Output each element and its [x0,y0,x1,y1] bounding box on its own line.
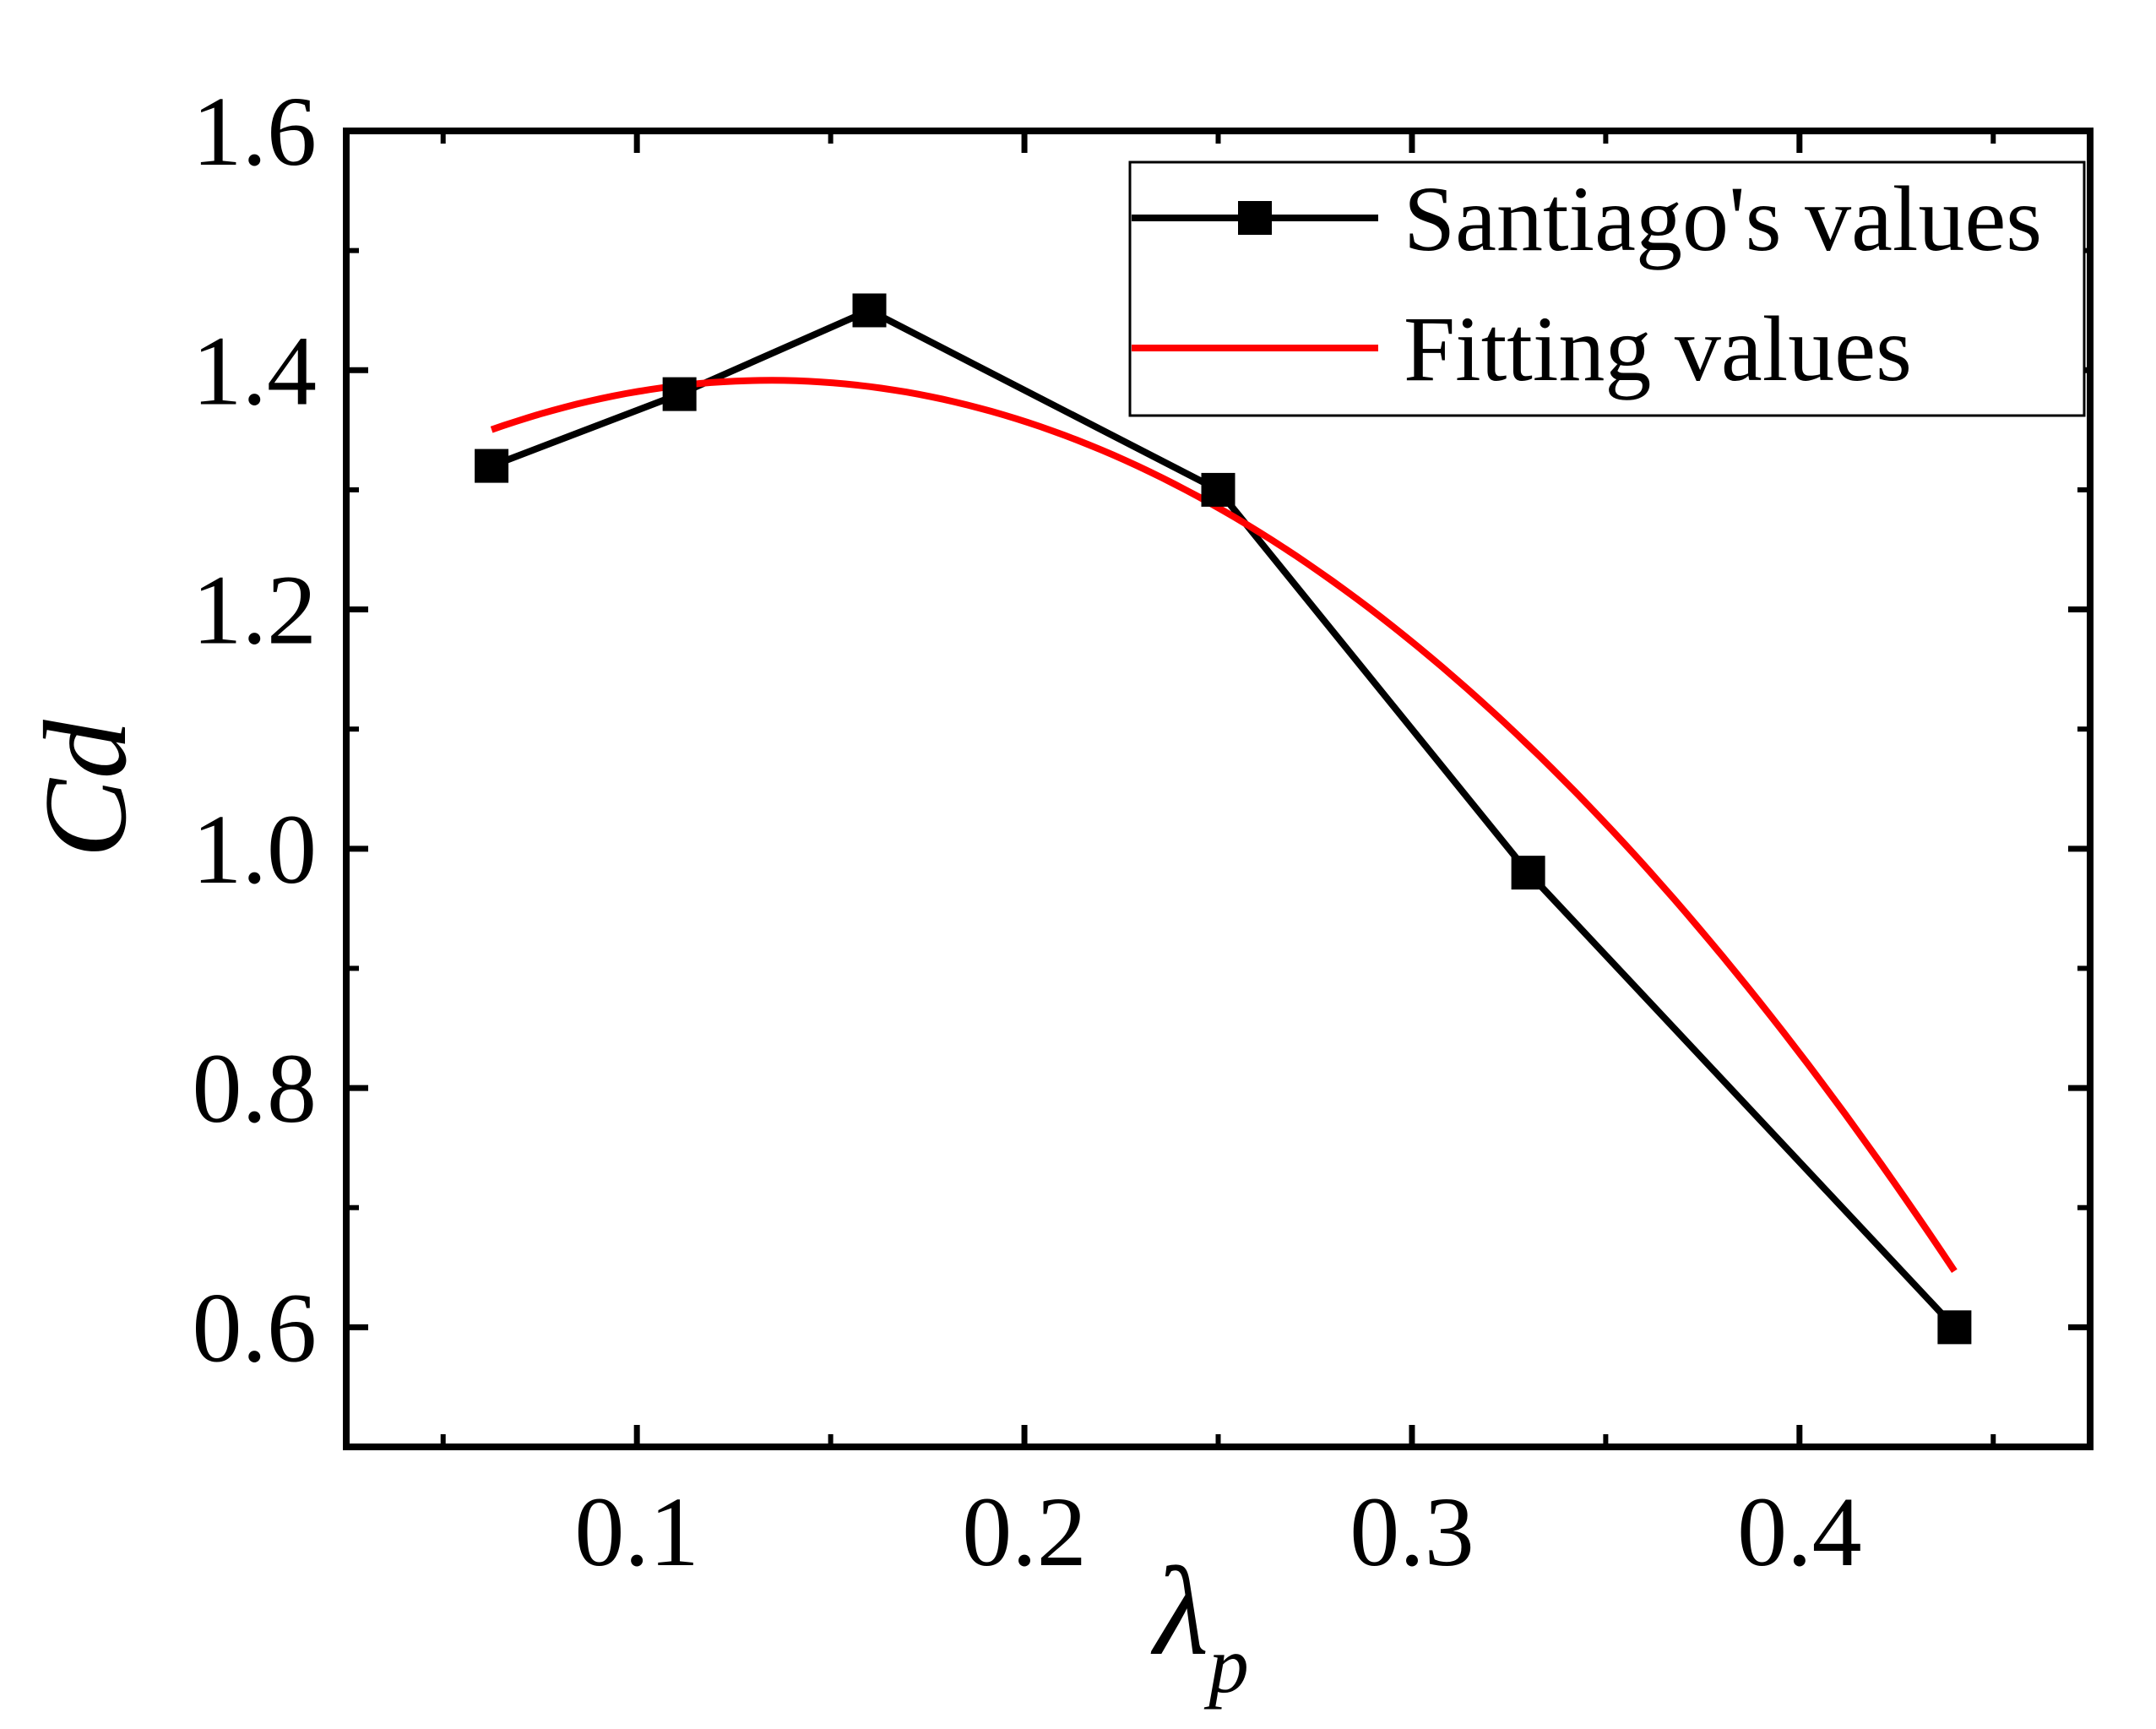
legend-box [1128,160,2086,417]
x-tick-label: 0.1 [574,1476,699,1587]
legend-swatch-santiago-marker [1238,201,1272,235]
y-tick-label: 1.2 [193,555,318,666]
legend-label-fitting: Fitting values [1404,297,1912,400]
y-tick-label: 0.6 [193,1272,318,1383]
series-layer [475,293,1972,1345]
x-tick-label: 0.3 [1350,1476,1474,1587]
series-santiago-point [1201,472,1235,507]
tick-labels-layer: 0.1 0.2 0.3 0.4 0.6 0.8 1.0 1.2 1.4 1.6 [193,76,1862,1587]
y-tick-label: 0.8 [193,1033,318,1144]
series-santiago-point [1511,856,1545,890]
legend-label-santiago: Santiago's values [1404,167,2042,270]
plot-area-frame [343,128,2094,1450]
series-santiago-line [490,307,1958,1330]
y-tick-label: 1.4 [193,315,318,426]
series-santiago-point [1937,1310,1972,1345]
x-tick-label: 0.2 [962,1476,1087,1587]
y-axis-title: Cd [20,719,151,857]
y-tick-label: 1.6 [193,76,318,187]
x-tick-label: 0.4 [1737,1476,1862,1587]
x-axis-title-subscript: p [1203,1620,1249,1710]
series-santiago-point [852,293,887,328]
series-santiago-point [475,449,509,483]
y-tick-label: 1.0 [193,794,318,905]
x-axis-title: λp [1150,1541,1248,1710]
series-santiago-point [662,377,697,411]
series-fitting-curve [490,377,1958,1274]
legend: Santiago's values Fitting values [1128,160,2086,417]
x-axis-title-symbol: λ [1150,1541,1208,1682]
